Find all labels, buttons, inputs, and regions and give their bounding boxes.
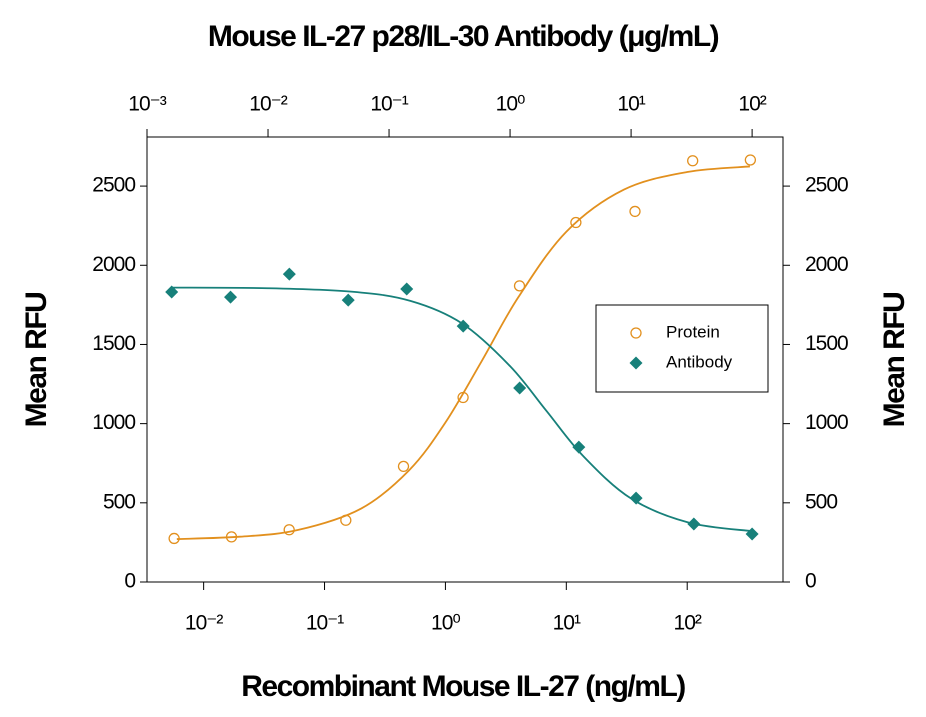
x2-tick-label: 10⁻³ [128, 93, 166, 116]
y2-tick-label: 2000 [805, 253, 848, 276]
data-point [225, 531, 238, 543]
data-point [629, 205, 641, 218]
y-tick-label: 500 [103, 490, 135, 513]
data-point [513, 381, 527, 395]
x-axis-title: Recombinant Mouse IL-27 (ng/mL) [241, 670, 685, 703]
y-tick-label: 0 [124, 570, 135, 593]
data-point [572, 440, 586, 454]
x2-tick-label: 10⁻¹ [370, 93, 408, 116]
data-point [341, 293, 355, 307]
y-axis-title: Mean RFU [20, 293, 53, 428]
x-tick-label: 10⁻² [185, 612, 223, 635]
y-tick-label: 1500 [92, 332, 135, 355]
top-axis-title: Mouse IL-27 p28/IL-30 Antibody (μg/mL) [208, 20, 719, 53]
legend-marker [629, 356, 643, 370]
y2-tick-label: 2500 [805, 174, 848, 197]
legend-label: Protein [666, 322, 720, 341]
data-point [570, 216, 582, 229]
x-tick-label: 10⁰ [431, 612, 460, 635]
y-tick-label: 2500 [92, 174, 135, 197]
fit-curve [171, 286, 753, 533]
y-tick-label: 2000 [92, 253, 135, 276]
legend-box [595, 304, 769, 393]
data-point [397, 460, 410, 473]
data-point [168, 532, 180, 545]
plot-frame [146, 136, 784, 583]
data-point [744, 154, 757, 166]
x-tick-label: 10¹ [553, 612, 581, 635]
data-point [282, 267, 296, 281]
x-tick-label: 10² [674, 612, 702, 635]
data-point [224, 290, 238, 304]
y2-tick-label: 500 [805, 490, 837, 513]
y2-tick-label: 1500 [805, 332, 848, 355]
data-point [687, 155, 699, 167]
data-point [745, 527, 759, 541]
data-point [687, 517, 701, 531]
data-point [629, 491, 643, 505]
legend-label: Antibody [666, 352, 733, 371]
y-tick-label: 1000 [92, 411, 135, 434]
data-point [400, 282, 414, 296]
legend-marker [630, 327, 642, 339]
x2-tick-label: 10⁻² [249, 93, 287, 116]
data-point [165, 285, 179, 299]
x2-tick-label: 10¹ [617, 93, 645, 116]
y2-axis-title: Mean RFU [878, 293, 911, 428]
data-point [340, 514, 352, 526]
y2-tick-label: 1000 [805, 411, 848, 434]
y2-tick-label: 0 [805, 570, 816, 593]
data-point [457, 391, 469, 404]
fit-curve [176, 165, 750, 540]
data-point [456, 319, 470, 333]
data-point [513, 280, 526, 292]
data-point [283, 524, 295, 536]
x2-tick-label: 10² [738, 93, 766, 116]
x-tick-label: 10⁻¹ [306, 612, 344, 635]
x2-tick-label: 10⁰ [496, 93, 525, 116]
